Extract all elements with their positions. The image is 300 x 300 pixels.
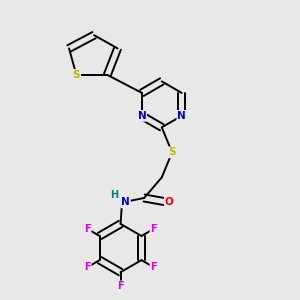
- Text: S: S: [168, 147, 176, 158]
- Text: S: S: [73, 70, 80, 80]
- Text: N: N: [177, 111, 186, 121]
- Text: F: F: [150, 224, 157, 234]
- Text: N: N: [121, 197, 130, 207]
- Text: H: H: [110, 190, 118, 200]
- Text: F: F: [84, 224, 91, 234]
- Text: F: F: [150, 262, 157, 272]
- Text: O: O: [165, 197, 173, 207]
- Text: F: F: [117, 281, 124, 291]
- Text: F: F: [84, 262, 91, 272]
- Text: N: N: [137, 111, 146, 121]
